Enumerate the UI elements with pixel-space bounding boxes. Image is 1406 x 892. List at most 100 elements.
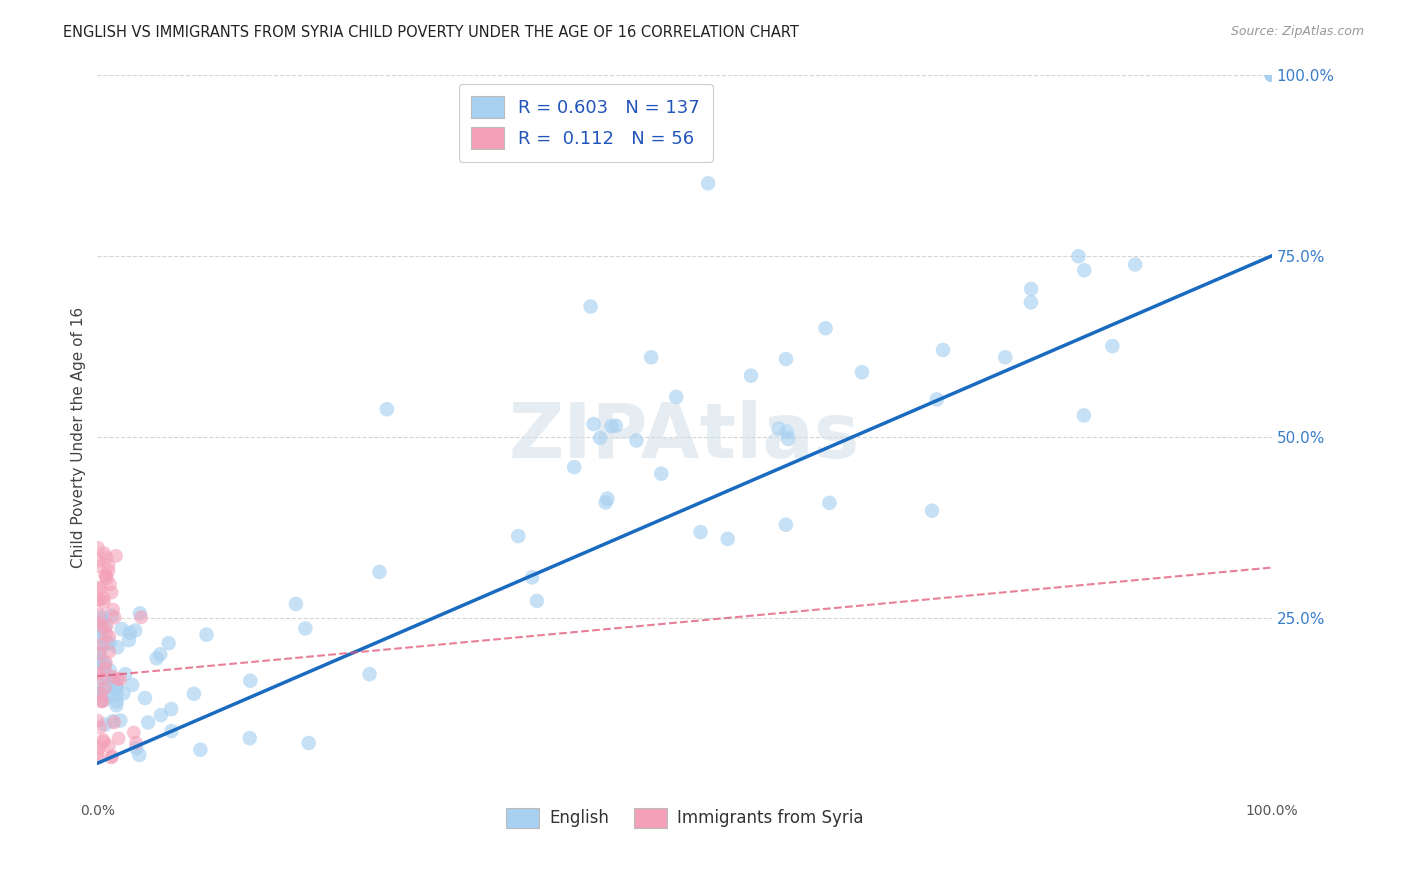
Point xyxy=(605,418,627,433)
Point xyxy=(150,708,173,723)
Point xyxy=(100,585,122,599)
Point xyxy=(1067,249,1090,263)
Point xyxy=(1261,68,1284,82)
Point xyxy=(697,176,720,190)
Point xyxy=(108,672,131,686)
Point xyxy=(86,714,108,728)
Point xyxy=(740,368,762,383)
Y-axis label: Child Poverty Under the Age of 16: Child Poverty Under the Age of 16 xyxy=(72,307,86,567)
Point xyxy=(239,731,262,746)
Point xyxy=(114,667,136,681)
Point xyxy=(1261,68,1284,82)
Point xyxy=(149,648,172,662)
Point xyxy=(97,558,120,573)
Point xyxy=(128,747,150,762)
Point xyxy=(814,321,837,335)
Point xyxy=(640,351,662,365)
Point xyxy=(87,581,110,595)
Point xyxy=(104,549,127,563)
Point xyxy=(689,525,711,540)
Point xyxy=(96,627,118,641)
Point xyxy=(124,624,146,638)
Point xyxy=(778,432,800,446)
Point xyxy=(104,610,127,624)
Point xyxy=(105,681,128,695)
Point xyxy=(89,740,111,755)
Point xyxy=(589,431,612,445)
Point xyxy=(98,645,121,659)
Point xyxy=(87,541,110,555)
Point xyxy=(90,630,112,644)
Point xyxy=(100,750,122,764)
Point xyxy=(96,668,118,682)
Point xyxy=(1101,339,1123,353)
Point xyxy=(101,674,124,689)
Point xyxy=(595,495,617,509)
Point xyxy=(600,419,623,434)
Point xyxy=(97,739,120,754)
Point xyxy=(1261,68,1284,82)
Point xyxy=(105,679,128,693)
Point xyxy=(89,624,111,638)
Point xyxy=(1019,295,1042,310)
Point xyxy=(105,694,128,708)
Point xyxy=(294,622,316,636)
Point xyxy=(110,714,132,728)
Point xyxy=(96,550,118,565)
Point xyxy=(1261,68,1284,82)
Point xyxy=(375,402,398,417)
Point xyxy=(851,365,873,379)
Point xyxy=(91,733,114,747)
Point xyxy=(1261,68,1284,82)
Point xyxy=(87,647,110,661)
Point xyxy=(89,607,111,622)
Point xyxy=(582,417,605,431)
Point xyxy=(1261,68,1284,82)
Point xyxy=(1261,68,1284,82)
Point xyxy=(1261,68,1284,82)
Point xyxy=(87,623,110,637)
Point xyxy=(90,686,112,700)
Point xyxy=(90,694,112,708)
Point xyxy=(90,637,112,651)
Point xyxy=(89,654,111,668)
Point xyxy=(717,532,740,546)
Point xyxy=(818,496,841,510)
Point xyxy=(93,591,115,606)
Point xyxy=(190,743,212,757)
Point xyxy=(298,736,321,750)
Point xyxy=(89,592,111,607)
Point xyxy=(1073,263,1095,277)
Point xyxy=(1261,68,1284,82)
Point xyxy=(1261,68,1284,82)
Point xyxy=(90,672,112,686)
Point xyxy=(526,594,548,608)
Point xyxy=(775,352,797,367)
Point xyxy=(359,667,381,681)
Point xyxy=(626,434,648,448)
Point xyxy=(1261,68,1284,82)
Point xyxy=(776,425,799,439)
Point xyxy=(1073,409,1095,423)
Point xyxy=(87,750,110,764)
Point xyxy=(921,504,943,518)
Point xyxy=(87,687,110,701)
Point xyxy=(94,679,117,693)
Point xyxy=(1261,68,1284,82)
Point xyxy=(101,670,124,684)
Point xyxy=(665,390,688,404)
Point xyxy=(522,570,544,584)
Point xyxy=(1261,68,1284,82)
Point xyxy=(650,467,672,481)
Point xyxy=(96,618,118,632)
Point xyxy=(91,694,114,708)
Point xyxy=(87,554,110,568)
Point xyxy=(994,351,1017,365)
Text: Source: ZipAtlas.com: Source: ZipAtlas.com xyxy=(1230,25,1364,38)
Point xyxy=(1261,68,1284,82)
Point xyxy=(579,300,602,314)
Point xyxy=(90,581,112,595)
Point xyxy=(932,343,955,357)
Point xyxy=(368,565,391,579)
Point xyxy=(1261,68,1284,82)
